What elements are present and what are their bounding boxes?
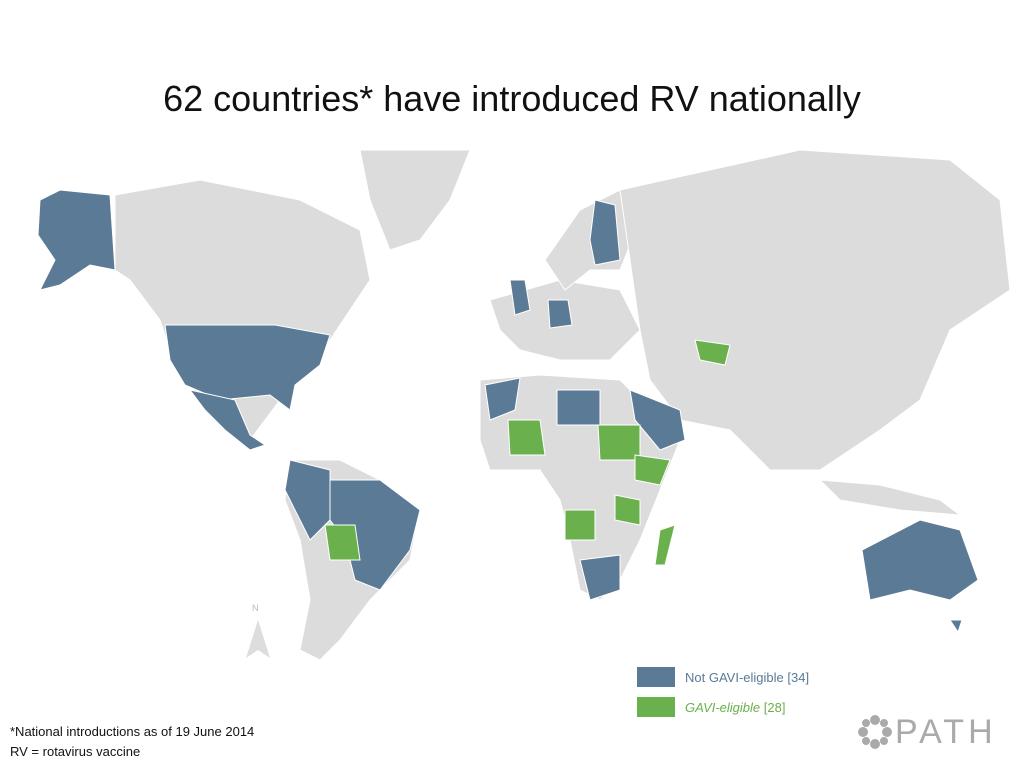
legend-label: GAVI-eligible <box>685 699 761 715</box>
mexico <box>188 389 267 451</box>
compass-arrow <box>246 620 270 658</box>
saudi-arabia <box>629 389 686 451</box>
title: 62 countries* have introduced RV nationa… <box>163 78 861 119</box>
alaska <box>37 189 116 291</box>
north-america <box>114 179 371 441</box>
uk <box>509 279 531 316</box>
uzbekistan <box>694 339 731 366</box>
indonesia <box>818 479 962 516</box>
morocco <box>484 377 521 421</box>
asia <box>619 149 1011 471</box>
germany <box>547 299 573 329</box>
legend-swatch <box>637 667 675 687</box>
legend-item: Not GAVI-eligible [34] <box>637 667 809 687</box>
australia <box>861 519 979 601</box>
footnote: *National introductions as of 19 June 20… <box>10 724 255 739</box>
libya <box>556 389 601 426</box>
logo-mark <box>858 715 892 749</box>
madagascar <box>654 524 676 566</box>
peru-colombia <box>284 459 331 541</box>
compass-label: N <box>252 603 259 613</box>
mali <box>507 419 546 456</box>
legend-swatch <box>637 697 675 717</box>
ethiopia <box>634 454 671 486</box>
usa <box>164 324 331 411</box>
tasmania <box>949 619 963 634</box>
angola <box>564 509 596 541</box>
legend-count: [28] <box>763 699 786 715</box>
bolivia <box>324 524 361 561</box>
tanzania <box>614 494 641 526</box>
world-map <box>37 149 1011 661</box>
sudan <box>597 424 641 461</box>
legend-item: GAVI-eligible [28] <box>637 697 785 717</box>
south-africa <box>579 554 621 601</box>
logo-text: PATH <box>895 712 997 751</box>
finland <box>589 199 621 266</box>
logo: PATH <box>855 712 997 752</box>
greenland <box>359 149 471 251</box>
footnote: RV = rotavirus vaccine <box>10 744 141 759</box>
legend-label: Not GAVI-eligible <box>685 669 784 685</box>
legend-count: [34] <box>787 669 810 685</box>
